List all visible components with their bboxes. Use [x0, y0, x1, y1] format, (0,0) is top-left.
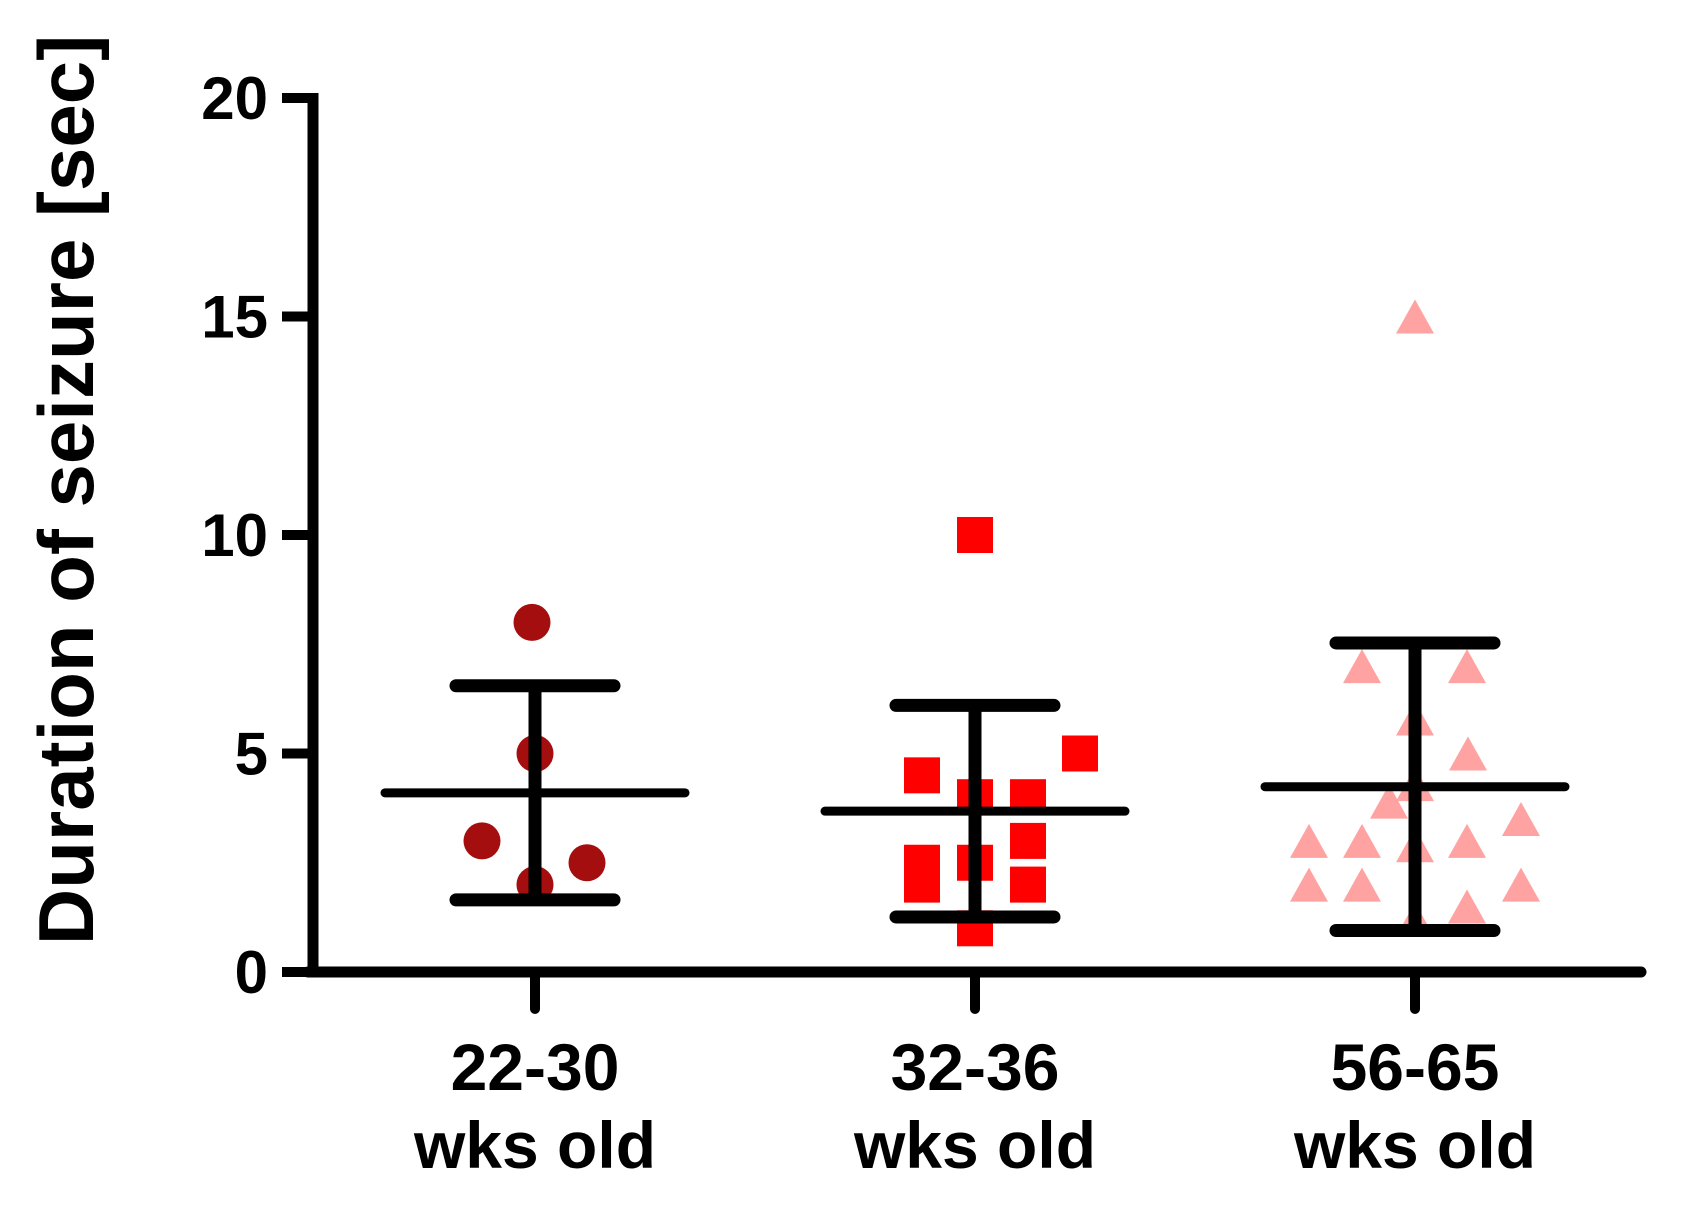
- x-group-label-age: 56-65: [1331, 1030, 1500, 1104]
- data-point-square: [1010, 866, 1046, 903]
- data-point-triangle: [1448, 649, 1486, 684]
- data-point-triangle: [1343, 649, 1381, 684]
- data-point-circle: [568, 844, 606, 882]
- x-group-label-unit: wks old: [853, 1108, 1096, 1182]
- data-point-triangle: [1370, 784, 1408, 819]
- data-point-square: [957, 517, 993, 553]
- data-point-triangle: [1343, 867, 1381, 902]
- x-group-label-unit: wks old: [413, 1108, 656, 1182]
- x-group-label-age: 32-36: [891, 1030, 1060, 1104]
- data-point-triangle: [1396, 299, 1434, 334]
- data-point-triangle: [1343, 823, 1381, 858]
- y-tick-label: 15: [201, 284, 268, 351]
- x-group-label-unit: wks old: [1293, 1108, 1536, 1182]
- data-point-triangle: [1448, 823, 1486, 858]
- data-point-circle: [463, 822, 501, 860]
- y-tick-label: 20: [201, 65, 268, 132]
- data-point-square: [904, 866, 940, 903]
- data-point-circle: [513, 603, 551, 641]
- x-group-label-age: 22-30: [451, 1030, 620, 1104]
- y-tick-label: 0: [235, 939, 268, 1006]
- data-point-triangle: [1290, 823, 1328, 858]
- data-point-triangle: [1502, 867, 1540, 902]
- data-point-square: [1062, 735, 1098, 772]
- data-point-triangle: [1502, 802, 1540, 837]
- data-point-triangle: [1448, 889, 1486, 924]
- data-point-triangle: [1290, 867, 1328, 902]
- data-point-triangle: [1449, 736, 1487, 771]
- y-tick-label: 10: [201, 502, 268, 569]
- data-point-square: [1010, 822, 1046, 859]
- y-tick-label: 5: [235, 721, 268, 788]
- data-point-square: [904, 757, 940, 794]
